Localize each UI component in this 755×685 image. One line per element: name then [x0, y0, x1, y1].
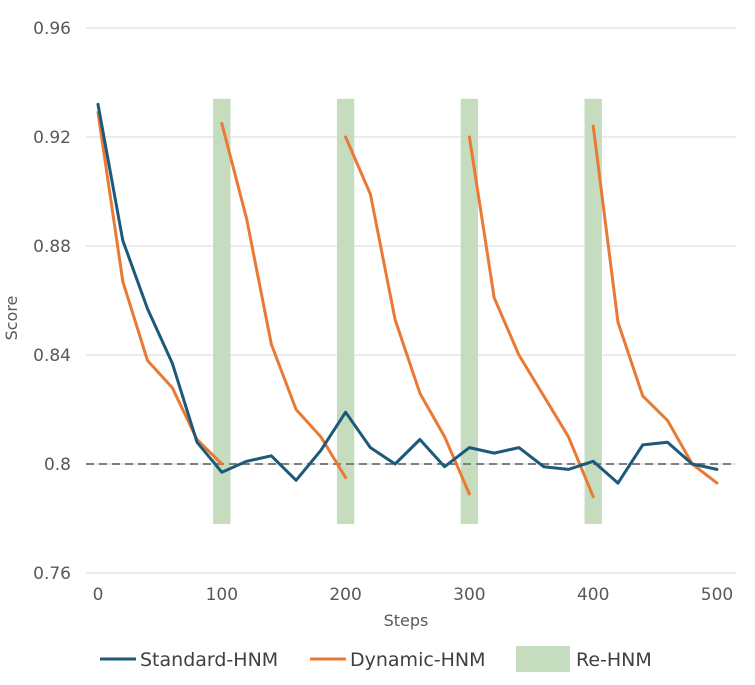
- y-tick-label: 0.8: [44, 455, 71, 475]
- x-tick-label: 400: [577, 585, 609, 605]
- dynamic-hnm-line-segment: [467, 135, 595, 499]
- y-axis-ticks: 0.76 0.8 0.84 0.88 0.92 0.96: [33, 19, 71, 584]
- re-hnm-band: [336, 98, 355, 524]
- dynamic-hnm-line-segment: [96, 111, 224, 466]
- y-tick-label: 0.76: [33, 564, 71, 584]
- legend-label-dynamic-hnm: Dynamic-HNM: [350, 649, 486, 671]
- standard-hnm-line: [96, 102, 719, 485]
- re-hnm-band: [584, 98, 602, 524]
- x-axis-ticks: 0 100 200 300 400 500: [93, 585, 734, 605]
- legend-swatch-re-hnm: [516, 646, 570, 672]
- x-tick-label: 500: [701, 585, 733, 605]
- x-axis-title: Steps: [384, 611, 429, 630]
- y-tick-label: 0.88: [33, 237, 71, 257]
- re-hnm-band: [213, 98, 231, 524]
- y-axis-title: Score: [2, 296, 21, 341]
- dynamic-hnm-line-segment: [220, 121, 348, 480]
- series-lines: [96, 102, 719, 499]
- legend-label-re-hnm: Re-HNM: [576, 649, 652, 671]
- x-tick-label: 300: [453, 585, 485, 605]
- y-tick-label: 0.92: [33, 128, 71, 148]
- dynamic-hnm-line-segment: [591, 124, 719, 485]
- dynamic-hnm-line-segment: [344, 135, 471, 496]
- re-hnm-bands: [213, 98, 602, 524]
- x-tick-label: 200: [329, 585, 361, 605]
- legend: Standard-HNM Dynamic-HNM Re-HNM: [100, 646, 652, 672]
- re-hnm-band: [460, 98, 479, 524]
- legend-label-standard-hnm: Standard-HNM: [140, 649, 278, 671]
- x-tick-label: 100: [206, 585, 238, 605]
- y-tick-label: 0.84: [33, 346, 71, 366]
- x-tick-label: 0: [93, 585, 104, 605]
- y-tick-label: 0.96: [33, 19, 71, 39]
- gridlines: [86, 27, 736, 574]
